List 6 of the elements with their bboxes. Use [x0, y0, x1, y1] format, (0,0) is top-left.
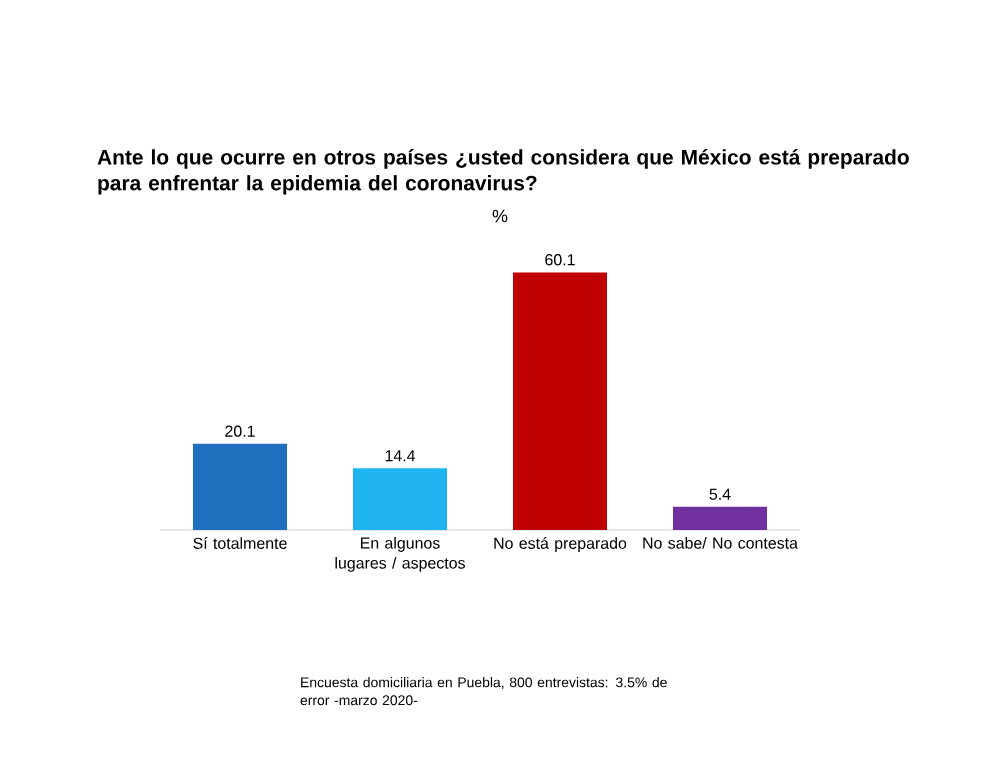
bar	[193, 443, 287, 530]
bar	[513, 272, 608, 530]
bar	[673, 506, 768, 530]
bar	[353, 468, 447, 530]
chart-subtitle: %	[492, 209, 508, 223]
chart-title: Ante lo que ocurre en otros países ¿usted considera que México está preparado para enfrentar la epidemia del coronavirus?	[97, 149, 909, 195]
